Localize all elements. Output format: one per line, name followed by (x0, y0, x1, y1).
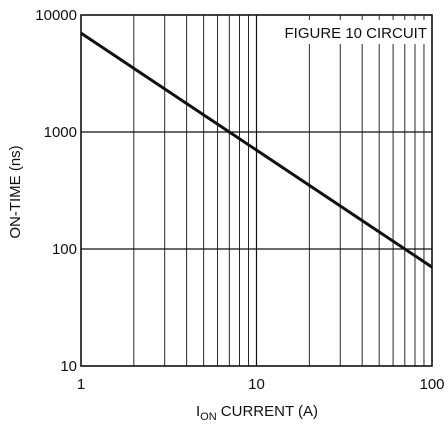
series-line-0 (80, 31, 433, 269)
x-tick-label: 10 (248, 376, 265, 393)
annotation-background (283, 20, 431, 44)
y-tick-label: 100 (52, 241, 77, 258)
x-axis-label-rest: CURRENT (A) (217, 403, 318, 420)
plot-frame (80, 14, 433, 367)
y-tick-label: 10000 (35, 7, 77, 24)
y-tick-labels: 10 100 1000 10000 (35, 7, 77, 375)
x-tick-labels: 1 10 100 (77, 376, 445, 393)
x-axis-label-main: I (196, 403, 200, 420)
grid (81, 15, 432, 366)
annotation-figure-circuit: FIGURE 10 CIRCUIT (284, 25, 427, 42)
series-layer (80, 31, 433, 269)
x-tick-label: 100 (419, 376, 444, 393)
y-axis-label: ON-TIME (ns) (7, 145, 24, 238)
x-tick-label: 1 (77, 376, 85, 393)
y-tick-label: 1000 (44, 124, 77, 141)
x-axis-label-subscript: ON (200, 411, 217, 423)
x-axis-label: ION CURRENT (A) (196, 403, 318, 423)
y-tick-label: 10 (60, 358, 77, 375)
